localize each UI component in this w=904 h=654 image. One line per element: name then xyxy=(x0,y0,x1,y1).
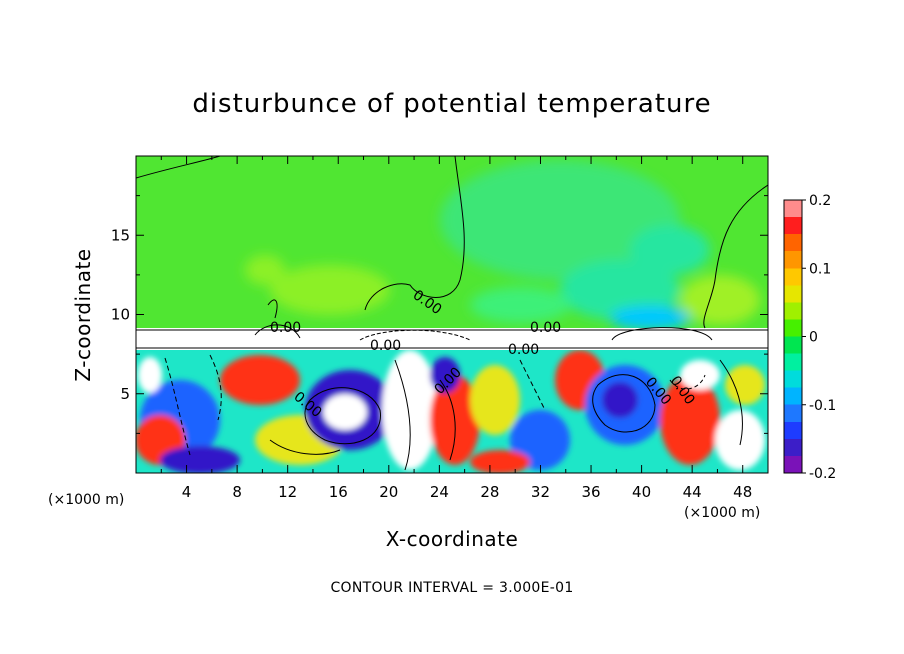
colorbar-tick-label: -0.2 xyxy=(809,466,836,482)
field-region xyxy=(138,357,162,393)
field-region xyxy=(660,375,720,465)
field-region xyxy=(470,450,530,473)
colorbar-tick-label: -0.1 xyxy=(809,398,836,414)
x-tick-label: 36 xyxy=(581,483,600,501)
contour-line xyxy=(394,359,411,471)
field-region xyxy=(715,410,765,470)
colorbar: 0.2 0.1 0 -0.1 -0.2 xyxy=(783,193,836,482)
y-tick-label: 10 xyxy=(111,306,130,324)
field-region xyxy=(440,160,680,280)
contour-interval-note: CONTOUR INTERVAL = 3.000E-01 xyxy=(330,580,573,596)
contour-label: 0.00 xyxy=(270,320,301,336)
colorbar-tick-label: 0.1 xyxy=(809,261,831,277)
x-tick-label: 20 xyxy=(379,483,398,501)
contour-line xyxy=(719,359,743,446)
contour-line xyxy=(703,184,768,329)
contour-line xyxy=(611,327,713,341)
x-unit-label-left: (×1000 m) xyxy=(48,492,124,508)
field-region xyxy=(270,265,390,315)
contour-line xyxy=(359,329,471,341)
x-tick-label: 8 xyxy=(232,483,242,501)
field-region xyxy=(560,260,680,320)
heatmap-field: 0.00 0.00 0.00 0.00 0.00 0.00 0.00 0.00 … xyxy=(136,156,768,473)
field-region xyxy=(630,225,710,275)
colorbar-gradient xyxy=(784,200,802,473)
y-axis-title: Z-coordinate xyxy=(71,248,95,381)
field-region xyxy=(680,360,720,390)
x-tick-label: 32 xyxy=(531,483,550,501)
colorbar-tick-label: 0.2 xyxy=(809,193,831,209)
contour-label: 0.00 xyxy=(508,342,539,358)
y-tick-label: 5 xyxy=(120,385,130,403)
contour-label: 0.00 xyxy=(370,338,401,354)
contour-label: 0.00 xyxy=(530,320,561,336)
field-region xyxy=(245,255,285,285)
y-tick-label: 15 xyxy=(111,226,130,244)
field-region xyxy=(470,365,520,435)
x-axis-title: X-coordinate xyxy=(386,527,519,551)
x-tick-label: 4 xyxy=(182,483,192,501)
contour-line xyxy=(269,439,341,455)
x-tick-label: 48 xyxy=(733,483,752,501)
contour-line xyxy=(136,156,221,179)
contour-line xyxy=(592,374,656,433)
field-region xyxy=(470,287,570,323)
contour-line xyxy=(164,357,191,456)
x-tick-label: 40 xyxy=(632,483,651,501)
x-tick-label: 44 xyxy=(683,483,702,501)
field-region xyxy=(602,382,638,418)
x-tick-label: 24 xyxy=(430,483,449,501)
colorbar-tick-label: 0 xyxy=(809,330,818,346)
field-region xyxy=(220,355,300,405)
field-region xyxy=(610,306,690,330)
contour-line xyxy=(364,156,465,311)
x-tick-label: 28 xyxy=(480,483,499,501)
contour-line xyxy=(267,299,278,319)
field-region xyxy=(382,350,438,470)
contour-line xyxy=(439,379,456,461)
field-region xyxy=(160,446,240,473)
contour-line xyxy=(209,354,222,421)
contour-line xyxy=(304,387,381,445)
x-tick-label: 16 xyxy=(329,483,348,501)
contour-line xyxy=(254,324,301,339)
chart-title: disturbunce of potential temperature xyxy=(192,89,711,119)
field-region xyxy=(510,410,570,470)
field-region xyxy=(323,394,367,430)
contour-line xyxy=(519,359,546,411)
cloud-layer-band xyxy=(136,328,768,350)
field-region xyxy=(430,357,460,393)
field-region xyxy=(725,365,765,405)
x-tick-label: 12 xyxy=(278,483,297,501)
x-unit-label-right: (×1000 m) xyxy=(684,505,760,521)
contour-line xyxy=(669,374,706,390)
field-region xyxy=(680,275,760,325)
